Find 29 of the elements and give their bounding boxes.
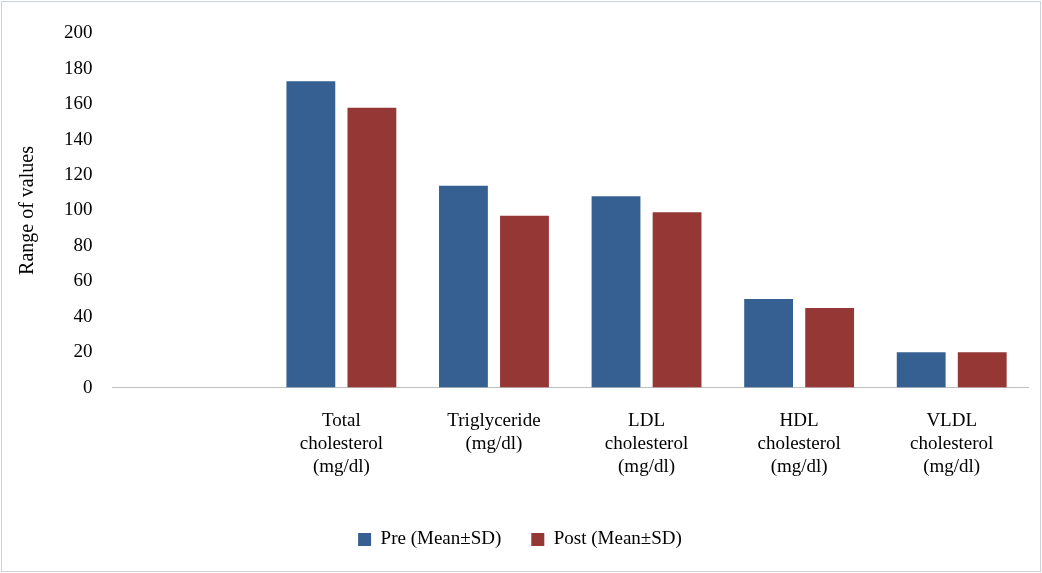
- legend-label: Pre (Mean±SD): [380, 527, 502, 550]
- bar: [286, 81, 336, 388]
- x-tick-label: VLDL cholesterol (mg/dl): [910, 408, 994, 477]
- x-tick-label: Triglyceride (mg/dl): [447, 408, 541, 454]
- bar: [896, 352, 946, 388]
- x-tick-label: HDL cholesterol (mg/dl): [757, 408, 841, 477]
- bar: [439, 185, 488, 388]
- y-axis-title: Range of values: [15, 145, 39, 275]
- bar: [347, 107, 397, 388]
- y-tick-label: 200: [64, 21, 93, 43]
- bar: [805, 307, 855, 388]
- bar: [957, 352, 1007, 388]
- x-tick-label: LDL cholesterol (mg/dl): [604, 408, 689, 477]
- y-tick-label: 60: [73, 269, 93, 291]
- y-tick-label: 180: [64, 56, 93, 78]
- y-tick-label: 0: [83, 375, 93, 397]
- bar: [500, 215, 549, 388]
- bar: [744, 299, 794, 388]
- y-tick-label: 40: [73, 304, 93, 326]
- y-tick-label: 80: [73, 233, 93, 255]
- y-tick-label: 20: [73, 340, 93, 362]
- y-tick-label: 100: [64, 198, 93, 220]
- x-tick-label: Total cholesterol (mg/dl): [299, 408, 384, 477]
- bar: [652, 212, 702, 388]
- y-tick-label: 120: [64, 163, 93, 185]
- y-tick-label: 140: [64, 127, 93, 149]
- bar: [591, 196, 641, 388]
- y-tick-label: 160: [64, 92, 93, 114]
- legend-label: Post (Mean±SD): [553, 527, 682, 550]
